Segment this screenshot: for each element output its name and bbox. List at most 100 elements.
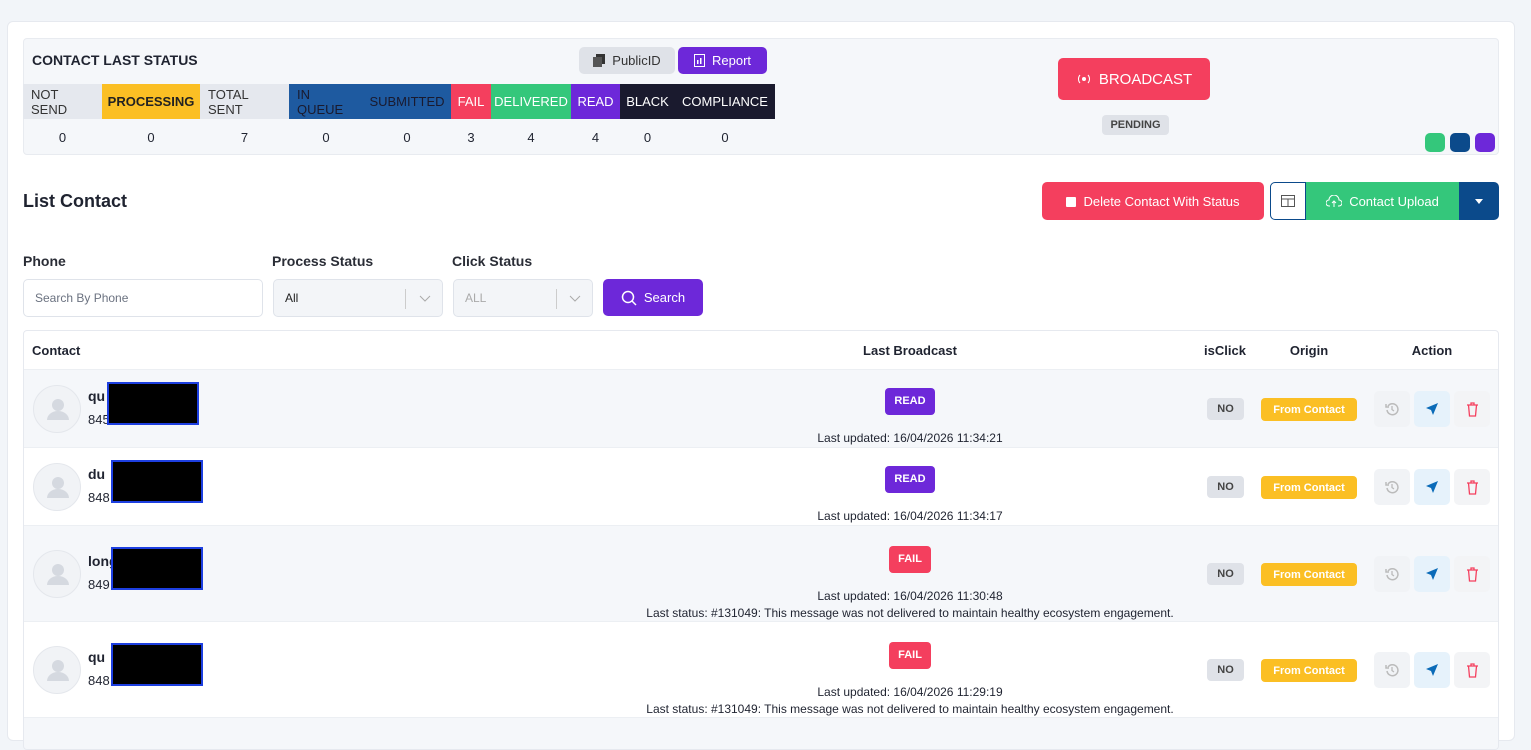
- contact-row: du 848 READ Last updated: 16/04/2026 11:34:…: [24, 447, 1498, 525]
- history-button[interactable]: [1374, 469, 1410, 505]
- broadcast-button[interactable]: BROADCAST: [1058, 58, 1210, 100]
- status-badge: READ: [885, 388, 935, 415]
- report-label: Report: [711, 53, 752, 68]
- contact-name: long: [88, 553, 118, 569]
- column-header: Last Broadcast: [863, 343, 957, 358]
- process-label: Process Status: [272, 253, 374, 269]
- origin: From Contact: [1261, 476, 1357, 499]
- status-column: NOT SEND 0: [23, 84, 102, 155]
- is-click: NO: [1207, 398, 1244, 420]
- redaction: [111, 460, 203, 503]
- last-status-note: Last status: #131049: This message was n…: [646, 606, 1174, 620]
- page: CONTACT LAST STATUS PublicID Report NOT …: [7, 21, 1515, 750]
- status-count: 4: [591, 129, 600, 145]
- redaction: [111, 547, 203, 590]
- click-label: Click Status: [452, 253, 533, 269]
- refresh-icon-button[interactable]: [1475, 133, 1495, 152]
- upload-dropdown[interactable]: [1459, 182, 1499, 220]
- history-button[interactable]: [1374, 652, 1410, 688]
- status-count: 0: [721, 129, 729, 145]
- list-icon-button[interactable]: [1425, 133, 1445, 152]
- status-count: 7: [240, 129, 249, 145]
- last-updated: Last updated: 16/04/2026 11:34:21: [817, 431, 1003, 445]
- redaction: [111, 643, 203, 686]
- status-count: 0: [643, 129, 652, 145]
- chevron: [419, 295, 431, 302]
- delete-row-button[interactable]: [1454, 469, 1490, 505]
- avatar: [33, 550, 81, 598]
- is-click: NO: [1207, 659, 1244, 681]
- contact-name: qu: [88, 388, 106, 404]
- history-button[interactable]: [1374, 556, 1410, 592]
- delete-row-button[interactable]: [1454, 556, 1490, 592]
- send-button[interactable]: [1414, 556, 1450, 592]
- contact-name: qu: [88, 649, 106, 665]
- contact-row-partial: [24, 717, 1498, 749]
- status-label: IN QUEUE: [289, 84, 363, 119]
- public-id-label: PublicID: [612, 53, 661, 68]
- status-label: COMPLIANCE: [675, 84, 775, 119]
- process-select[interactable]: All: [273, 279, 443, 317]
- upload-label: Contact Upload: [1349, 193, 1439, 209]
- contact-row: qu 848 FAIL Last updated: 16/04/2026 11:29:…: [24, 621, 1498, 717]
- status-badge: READ: [885, 466, 935, 493]
- last-updated: Last updated: 16/04/2026 11:29:19: [817, 685, 1003, 699]
- avatar: [33, 385, 81, 433]
- last-status-note: Last status: #131049: This message was n…: [646, 702, 1174, 716]
- status-label: DELIVERED: [491, 84, 571, 119]
- click-select[interactable]: ALL: [453, 279, 593, 317]
- column-header: Action: [1411, 343, 1453, 358]
- search-button[interactable]: Search: [603, 279, 703, 316]
- contact-phone: 848: [88, 673, 110, 688]
- status-column: TOTAL SENT 7: [200, 84, 289, 155]
- chart-icon-button[interactable]: [1450, 133, 1470, 152]
- delete-row-button[interactable]: [1454, 652, 1490, 688]
- status-label: READ: [571, 84, 620, 119]
- contact-phone: 849: [88, 577, 110, 592]
- status-count: 0: [403, 129, 411, 145]
- column-header: Origin: [1289, 343, 1329, 358]
- last-updated: Last updated: 16/04/2026 11:30:48: [817, 589, 1003, 603]
- contact-name: du: [88, 466, 106, 482]
- contact-phone: 848: [88, 490, 110, 505]
- send-button[interactable]: [1414, 469, 1450, 505]
- history-button[interactable]: [1374, 391, 1410, 427]
- phone-input[interactable]: Search By Phone: [23, 279, 263, 317]
- caret-icon: [1475, 198, 1483, 204]
- status-column: COMPLIANCE 0: [675, 84, 775, 155]
- click-value: ALL: [465, 291, 487, 305]
- origin: From Contact: [1261, 398, 1357, 421]
- contact-table: Contact Last Broadcast isClick Origin Action…: [23, 330, 1499, 750]
- report-button[interactable]: Report: [678, 47, 767, 74]
- last-broadcast: READ Last updated: 16/04/2026 11:34:21: [510, 388, 1310, 447]
- delete-row-button[interactable]: [1454, 391, 1490, 427]
- status-count: 0: [58, 129, 67, 145]
- origin: From Contact: [1261, 563, 1357, 586]
- list-title: List Contact: [23, 191, 128, 211]
- table-view-button[interactable]: [1270, 182, 1306, 220]
- copy-icon: [593, 54, 606, 67]
- status-column: FAIL 3: [451, 84, 491, 155]
- status-label: SUBMITTED: [363, 84, 451, 119]
- status-column: IN QUEUE 0: [289, 84, 363, 155]
- send-button[interactable]: [1414, 652, 1450, 688]
- status-count: 0: [322, 129, 330, 145]
- column-header: Contact: [32, 343, 81, 358]
- last-updated: Last updated: 16/04/2026 11:34:17: [817, 509, 1003, 523]
- status-label: FAIL: [451, 84, 491, 119]
- upload-button[interactable]: Contact Upload: [1306, 182, 1459, 220]
- status-label: NOT SEND: [23, 84, 102, 119]
- process-value: All: [285, 291, 299, 305]
- public-id-button[interactable]: PublicID: [579, 47, 675, 74]
- redaction: [107, 382, 199, 425]
- broadcast-icon: [1077, 74, 1090, 84]
- status-label: BLACK: [620, 84, 675, 119]
- status-title: CONTACT LAST STATUS: [32, 52, 198, 68]
- last-broadcast: FAIL Last updated: 16/04/2026 11:30:48 Las…: [510, 546, 1310, 622]
- status-badge: FAIL: [889, 546, 931, 573]
- send-button[interactable]: [1414, 391, 1450, 427]
- table-body: qu 845 READ Last updated: 16/04/2026 11:34:…: [24, 369, 1498, 749]
- table-header: Contact Last Broadcast isClick Origin Action: [24, 331, 1498, 369]
- broadcast-label: BROADCAST: [1098, 70, 1193, 88]
- delete-button[interactable]: Delete Contact With Status: [1042, 182, 1264, 220]
